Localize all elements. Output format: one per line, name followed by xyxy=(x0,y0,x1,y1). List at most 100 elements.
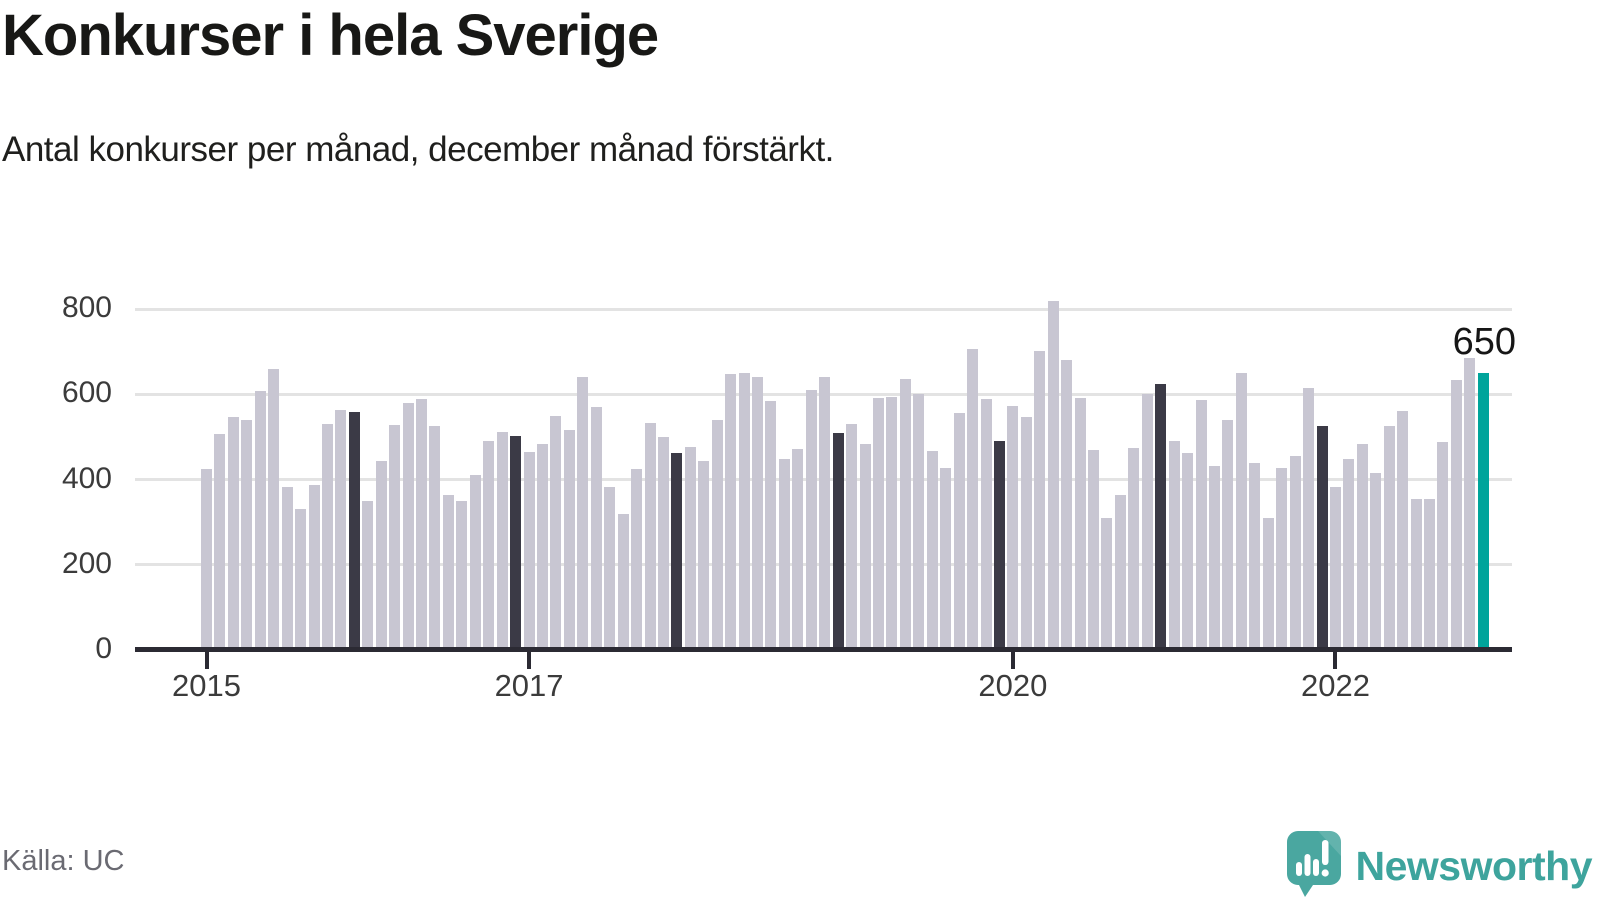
bar-2015-01 xyxy=(201,468,212,651)
bar-2016-04 xyxy=(402,402,414,651)
bar-2020-06 xyxy=(1074,397,1086,651)
latest-value-label: 650 xyxy=(1452,320,1516,363)
bar-2021-06 xyxy=(1235,372,1247,651)
bar-2017-11 xyxy=(657,436,669,651)
bar-2019-11 xyxy=(980,399,992,651)
bar-2015-04 xyxy=(241,419,253,651)
bar-2022-12 xyxy=(1477,372,1489,651)
bar-2017-08 xyxy=(617,514,629,651)
newsworthy-logo-icon xyxy=(1286,830,1342,900)
bar-2021-09 xyxy=(1276,467,1288,651)
bar-2021-11 xyxy=(1303,388,1315,651)
bar-2015-03 xyxy=(227,416,239,651)
gridline-800 xyxy=(135,307,1512,311)
x-tick-label-2020: 2020 xyxy=(978,668,1048,703)
bar-2017-07 xyxy=(604,487,616,651)
bar-2020-03 xyxy=(1034,350,1046,651)
x-tick-2020 xyxy=(1010,652,1015,669)
bar-2018-01 xyxy=(684,447,696,651)
bar-2018-02 xyxy=(698,461,710,651)
bar-2015-07 xyxy=(281,487,293,651)
bar-2022-11 xyxy=(1464,358,1476,651)
bar-2015-12 xyxy=(348,412,360,651)
bar-2021-01 xyxy=(1168,440,1180,651)
bar-2021-05 xyxy=(1222,419,1234,651)
bar-2015-09 xyxy=(308,485,320,651)
bar-2021-07 xyxy=(1249,463,1261,651)
bar-2022-10 xyxy=(1450,380,1462,651)
y-tick-label-800: 800 xyxy=(61,291,112,324)
bar-2016-12 xyxy=(510,436,522,651)
bar-2018-03 xyxy=(711,419,723,651)
bar-2018-12 xyxy=(832,433,844,651)
bar-2020-04 xyxy=(1047,300,1059,651)
bar-2021-02 xyxy=(1182,453,1194,651)
bar-2022-06 xyxy=(1397,411,1409,651)
bar-2016-05 xyxy=(416,398,428,651)
bar-2020-07 xyxy=(1088,450,1100,651)
bar-2016-09 xyxy=(469,474,481,651)
newsworthy-wordmark: Newsworthy xyxy=(1355,843,1593,889)
bar-2018-05 xyxy=(738,372,750,651)
bar-2018-04 xyxy=(725,374,737,651)
bar-2018-10 xyxy=(805,389,817,651)
bar-2019-03 xyxy=(873,397,884,651)
x-tick-2017 xyxy=(527,652,532,669)
bar-2020-09 xyxy=(1114,495,1126,651)
bar-2020-11 xyxy=(1141,393,1153,651)
bar-2021-03 xyxy=(1195,400,1207,651)
bar-2016-03 xyxy=(389,424,401,651)
bar-2015-06 xyxy=(268,369,280,651)
bar-2021-04 xyxy=(1209,465,1220,651)
bar-2018-11 xyxy=(819,376,831,651)
y-tick-label-0: 0 xyxy=(95,632,112,665)
bar-2019-06 xyxy=(913,393,925,651)
bar-2020-02 xyxy=(1020,417,1032,651)
bar-2017-04 xyxy=(563,430,575,651)
bar-2020-05 xyxy=(1061,359,1073,651)
bar-2021-08 xyxy=(1262,517,1274,651)
bar-2019-09 xyxy=(953,412,965,651)
bar-2019-07 xyxy=(926,450,938,651)
bar-2022-09 xyxy=(1437,442,1449,651)
chart-subtitle: Antal konkurser per månad, december måna… xyxy=(2,130,834,169)
bar-2022-08 xyxy=(1424,499,1436,651)
bar-2019-04 xyxy=(886,396,898,651)
x-tick-label-2017: 2017 xyxy=(494,668,564,703)
bar-2021-10 xyxy=(1289,456,1301,651)
bar-2017-12 xyxy=(671,453,683,651)
bar-2016-06 xyxy=(429,425,441,651)
y-tick-label-600: 600 xyxy=(61,376,112,410)
bar-2015-11 xyxy=(335,410,347,651)
bar-2017-03 xyxy=(550,415,562,651)
bar-2022-01 xyxy=(1329,486,1341,651)
bar-2019-01 xyxy=(846,423,858,651)
bar-2017-09 xyxy=(631,468,643,651)
bar-2015-02 xyxy=(214,433,226,651)
bar-2018-07 xyxy=(765,401,777,651)
bar-2017-05 xyxy=(577,377,589,651)
bar-2021-12 xyxy=(1316,425,1328,651)
bar-2018-08 xyxy=(778,459,790,651)
bar-2019-10 xyxy=(967,349,979,651)
bar-2016-02 xyxy=(375,460,387,651)
bar-2022-07 xyxy=(1410,499,1422,651)
bar-2017-02 xyxy=(537,444,548,651)
bar-2019-02 xyxy=(859,444,871,651)
bar-2019-05 xyxy=(899,379,911,651)
x-tick-2022 xyxy=(1333,652,1338,669)
x-axis-line xyxy=(135,647,1512,652)
bar-2022-03 xyxy=(1356,444,1368,651)
bar-2017-06 xyxy=(590,407,602,651)
x-tick-2015 xyxy=(204,652,209,669)
x-tick-label-2015: 2015 xyxy=(172,668,241,703)
bar-2022-05 xyxy=(1383,425,1395,651)
bar-2015-08 xyxy=(295,509,307,651)
bar-2019-08 xyxy=(940,468,952,651)
bar-2019-12 xyxy=(993,440,1005,651)
bar-2016-01 xyxy=(362,500,374,651)
bar-2016-08 xyxy=(456,500,468,651)
bar-2022-04 xyxy=(1370,472,1382,651)
bar-2017-10 xyxy=(644,423,656,651)
